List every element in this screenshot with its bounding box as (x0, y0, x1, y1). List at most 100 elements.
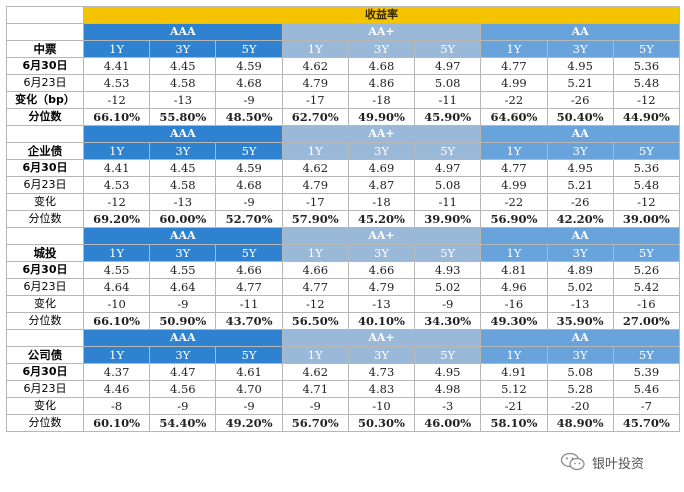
rating-group-header-aaa: AAA (83, 125, 283, 143)
tenor-header: 1Y (82, 142, 151, 160)
value-cell: 5.48 (612, 176, 681, 194)
value-cell: 4.77 (281, 278, 349, 296)
value-cell: 4.46 (82, 380, 151, 398)
value-cell: 5.48 (612, 74, 681, 92)
value-cell: 54.40% (149, 414, 217, 432)
value-cell: 4.96 (480, 278, 548, 296)
value-cell: 43.70% (215, 312, 283, 330)
row-label: 6月23日 (6, 176, 84, 194)
tenor-header: 5Y (612, 346, 681, 364)
value-cell: 57.90% (281, 210, 349, 228)
tenor-header: 1Y (82, 346, 151, 364)
value-cell: 69.20% (82, 210, 151, 228)
value-cell: 5.08 (414, 74, 482, 92)
table-row: 6月23日 4.64 4.64 4.77 4.77 4.79 5.02 4.96 5.02 5.4… (6, 278, 681, 296)
watermark-text: 银叶投资 (592, 456, 645, 472)
value-cell: 4.66 (347, 261, 416, 279)
table-row: 变化 -12 -13 -9 -17 -18 -11 -22 -26 -12 (6, 193, 681, 211)
tenor-header: 1Y (281, 40, 349, 58)
value-cell: 4.97 (414, 57, 482, 75)
value-cell: -26 (546, 91, 614, 109)
value-cell: 55.80% (149, 108, 217, 126)
value-cell: 4.56 (149, 380, 217, 398)
value-cell: 4.97 (414, 159, 482, 177)
tenor-header: 5Y (612, 142, 681, 160)
value-cell: -13 (149, 193, 217, 211)
tenor-header: 5Y (414, 142, 482, 160)
value-cell: 4.68 (347, 57, 416, 75)
table-row: 分位数 60.10% 54.40% 49.20% 56.70% 50.30% 46.00% 5… (6, 414, 681, 432)
value-cell: 4.66 (215, 261, 283, 279)
value-cell: 4.62 (281, 159, 349, 177)
value-cell: 39.90% (414, 210, 482, 228)
tenor-header-row: 城投 1Y 3Y 5Y 1Y 3Y 5Y 1Y 3Y 5Y (6, 244, 681, 262)
value-cell: 4.58 (149, 74, 217, 92)
tenor-header-row: 中票 1Y 3Y 5Y 1Y 3Y 5Y 1Y 3Y 5Y (6, 40, 681, 58)
table-title: 收益率 (83, 6, 680, 24)
value-cell: 42.20% (546, 210, 614, 228)
value-cell: 64.60% (480, 108, 548, 126)
value-cell: 5.08 (414, 176, 482, 194)
value-cell: 4.55 (149, 261, 217, 279)
value-cell: -12 (612, 91, 681, 109)
value-cell: 4.47 (149, 363, 217, 381)
value-cell: 5.42 (612, 278, 681, 296)
value-cell: 4.41 (82, 159, 151, 177)
value-cell: 4.83 (347, 380, 416, 398)
wechat-icon (560, 452, 585, 471)
row-label: 6月23日 (6, 74, 84, 92)
value-cell: 4.61 (215, 363, 283, 381)
value-cell: 39.00% (612, 210, 681, 228)
row-label: 6月30日 (6, 363, 84, 381)
value-cell: -12 (82, 193, 151, 211)
title-row: 收益率 (6, 6, 680, 24)
value-cell: 56.50% (281, 312, 349, 330)
value-cell: -11 (414, 193, 482, 211)
value-cell: 4.68 (215, 74, 283, 92)
table-row: 6月30日 4.41 4.45 4.59 4.62 4.69 4.97 4.77 4.95 5.3… (6, 159, 681, 177)
value-cell: 4.70 (215, 380, 283, 398)
value-cell: -21 (480, 397, 548, 415)
value-cell: 5.26 (612, 261, 681, 279)
value-cell: 5.36 (612, 159, 681, 177)
tenor-header: 3Y (347, 40, 416, 58)
value-cell: -13 (546, 295, 614, 313)
row-label: 变化 (6, 397, 84, 415)
section-spacer (6, 125, 84, 143)
value-cell: -22 (480, 193, 548, 211)
tenor-header: 3Y (347, 346, 416, 364)
value-cell: 4.95 (414, 363, 482, 381)
value-cell: 5.02 (414, 278, 482, 296)
value-cell: -13 (347, 295, 416, 313)
table-row: 6月23日 4.53 4.58 4.68 4.79 4.86 5.08 4.99 5.21 5.4… (6, 74, 681, 92)
value-cell: -9 (149, 295, 217, 313)
value-cell: -16 (480, 295, 548, 313)
value-cell: 4.86 (347, 74, 416, 92)
value-cell: 5.21 (546, 74, 614, 92)
value-cell: 4.58 (149, 176, 217, 194)
section-spacer (6, 227, 84, 245)
value-cell: 50.90% (149, 312, 217, 330)
value-cell: 52.70% (215, 210, 283, 228)
row-label: 分位数 (6, 312, 84, 330)
tenor-header: 3Y (546, 40, 614, 58)
value-cell: 50.30% (347, 414, 416, 432)
value-cell: -26 (546, 193, 614, 211)
value-cell: 4.95 (546, 57, 614, 75)
rating-group-header-aaa: AAA (83, 23, 283, 41)
section-name: 中票 (6, 40, 84, 58)
row-label: 变化（bp） (6, 91, 84, 109)
tenor-header: 1Y (82, 244, 151, 262)
value-cell: -9 (215, 397, 283, 415)
value-cell: 4.62 (281, 57, 349, 75)
rating-group-header-aaplus: AA+ (281, 23, 482, 41)
tenor-header: 1Y (480, 142, 548, 160)
tenor-header: 1Y (480, 40, 548, 58)
value-cell: 5.12 (480, 380, 548, 398)
value-cell: 4.71 (281, 380, 349, 398)
row-label: 分位数 (6, 210, 84, 228)
row-label: 分位数 (6, 414, 84, 432)
tenor-header: 5Y (215, 346, 283, 364)
value-cell: 45.70% (612, 414, 681, 432)
value-cell: -17 (281, 193, 349, 211)
